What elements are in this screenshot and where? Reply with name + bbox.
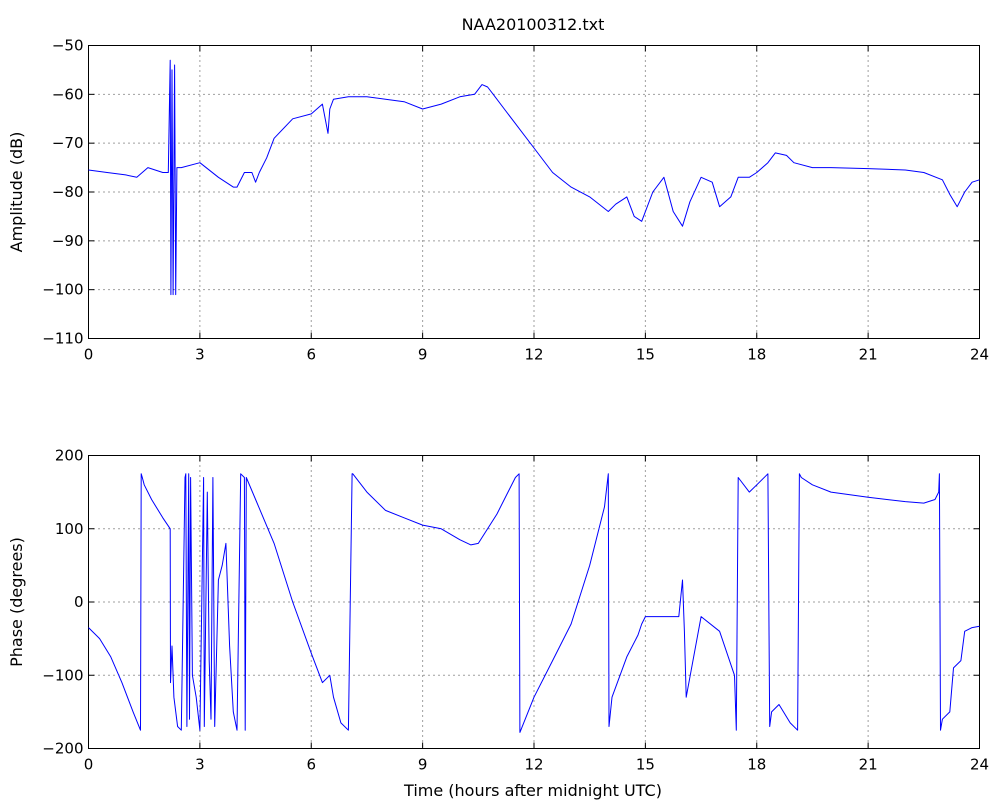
phase-x-tick-label-6: 18 bbox=[747, 756, 766, 774]
amplitude-x-tick-label-2: 6 bbox=[306, 346, 316, 364]
amplitude-x-tick-label-5: 15 bbox=[636, 346, 655, 364]
amplitude-y-tick-label-5: −100 bbox=[42, 281, 83, 299]
phase-x-tick-label-2: 6 bbox=[306, 756, 316, 774]
amplitude-series-group bbox=[88, 59, 980, 296]
amplitude-y-tick-label-4: −90 bbox=[52, 232, 84, 250]
phase-grid bbox=[88, 455, 980, 749]
amplitude-y-tick-labels: −50 −60 −70 −80 −90 −100 −110 bbox=[42, 37, 83, 348]
amplitude-y-tick-label-2: −70 bbox=[52, 134, 84, 152]
amplitude-x-tick-label-4: 12 bbox=[524, 346, 543, 364]
phase-x-tick-label-0: 0 bbox=[84, 756, 94, 774]
amplitude-ticks bbox=[88, 45, 980, 339]
amplitude-panel: 0 3 6 9 12 15 18 21 24 −50 −60 −70 −80 −90 −100 −110 A… bbox=[7, 37, 989, 364]
amplitude-x-tick-label-8: 24 bbox=[970, 346, 989, 364]
phase-y-axis-label: Phase (degrees) bbox=[7, 537, 26, 667]
phase-y-tick-label-2: 0 bbox=[74, 593, 84, 611]
amplitude-x-tick-label-1: 3 bbox=[195, 346, 205, 364]
phase-y-tick-label-4: −200 bbox=[42, 740, 83, 758]
amplitude-x-tick-label-7: 21 bbox=[859, 346, 878, 364]
phase-series-line-0 bbox=[88, 473, 980, 733]
amplitude-x-tick-label-3: 9 bbox=[418, 346, 428, 364]
amplitude-x-tick-label-6: 18 bbox=[747, 346, 766, 364]
amplitude-y-tick-label-1: −60 bbox=[52, 85, 84, 103]
phase-series-group bbox=[88, 473, 980, 733]
phase-x-tick-label-8: 24 bbox=[970, 756, 989, 774]
top-plot-title: NAA20100312.txt bbox=[462, 15, 605, 34]
phase-x-tick-label-1: 3 bbox=[195, 756, 205, 774]
phase-x-tick-label-4: 12 bbox=[524, 756, 543, 774]
amplitude-grid bbox=[88, 45, 980, 339]
phase-y-tick-label-3: −100 bbox=[42, 666, 83, 684]
phase-y-tick-label-1: 100 bbox=[55, 520, 84, 538]
phase-y-tick-labels: 200 100 0 −100 −200 bbox=[42, 447, 83, 758]
amplitude-series-line-0 bbox=[88, 59, 980, 296]
amplitude-x-tick-labels: 0 3 6 9 12 15 18 21 24 bbox=[84, 346, 989, 364]
amplitude-y-tick-label-6: −110 bbox=[42, 330, 83, 348]
phase-panel: 0 3 6 9 12 15 18 21 24 200 100 0 −100 −200 Phase (de… bbox=[7, 447, 989, 801]
phase-ticks bbox=[88, 455, 980, 749]
phase-x-tick-label-3: 9 bbox=[418, 756, 428, 774]
phase-x-tick-labels: 0 3 6 9 12 15 18 21 24 bbox=[84, 756, 989, 774]
phase-x-axis-label: Time (hours after midnight UTC) bbox=[403, 781, 662, 800]
amplitude-y-tick-label-0: −50 bbox=[52, 37, 84, 55]
phase-x-tick-label-7: 21 bbox=[859, 756, 878, 774]
amplitude-y-tick-label-3: −80 bbox=[52, 183, 84, 201]
amplitude-x-tick-label-0: 0 bbox=[84, 346, 94, 364]
phase-y-tick-label-0: 200 bbox=[55, 447, 84, 465]
phase-x-tick-label-5: 15 bbox=[636, 756, 655, 774]
amplitude-y-axis-label: Amplitude (dB) bbox=[7, 132, 26, 253]
